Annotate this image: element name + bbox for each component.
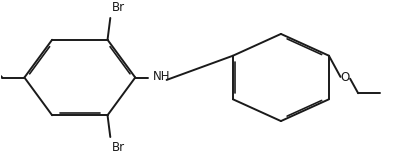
Text: Br: Br: [112, 141, 126, 154]
Text: NH: NH: [153, 70, 171, 83]
Text: Br: Br: [112, 1, 126, 14]
Text: O: O: [341, 71, 350, 84]
